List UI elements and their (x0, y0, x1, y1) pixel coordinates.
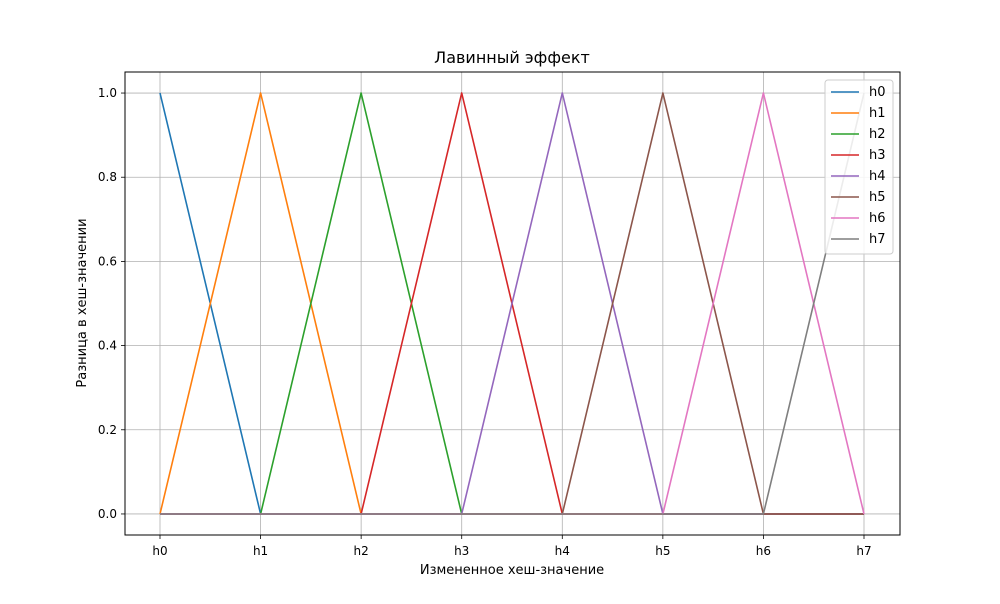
x-tick-label: h6 (756, 544, 771, 558)
y-tick-label: 0.8 (98, 170, 117, 184)
y-tick-label: 0.6 (98, 254, 117, 268)
y-tick-label: 0.4 (98, 339, 117, 353)
y-axis-label: Разница в хеш-значении (75, 218, 90, 387)
grid (125, 72, 900, 535)
y-tick-label: 0.2 (98, 423, 117, 437)
x-tick-label: h7 (856, 544, 871, 558)
legend-label: h0 (869, 85, 886, 100)
series-line-h7 (160, 92, 865, 515)
legend-box (824, 79, 894, 255)
plot-area-frame (124, 71, 901, 536)
x-axis-label: Измененное хеш-значение (420, 563, 604, 578)
series-line-h4 (160, 92, 864, 515)
x-axis-ticks: h0 h1 h2 h3 h4 h5 h6 h7 (152, 535, 872, 558)
legend-label: h1 (869, 106, 886, 121)
x-tick-label: h3 (454, 544, 469, 558)
legend-label: h6 (869, 211, 886, 226)
legend: h0 h1 h2 h3 h4 h5 h6 h7 (824, 79, 894, 255)
series-lines (159, 92, 865, 515)
x-tick-label: h0 (152, 544, 167, 558)
x-tick-label: h1 (253, 544, 268, 558)
y-tick-label: 0.0 (98, 507, 117, 521)
legend-label: h3 (869, 148, 886, 163)
x-tick-label: h5 (655, 544, 670, 558)
legend-label: h5 (869, 190, 886, 205)
legend-label: h2 (869, 127, 886, 142)
chart-title: Лавинный эффект (434, 48, 590, 67)
y-axis-ticks: 0.0 0.2 0.4 0.6 0.8 1.0 (98, 86, 125, 521)
y-tick-label: 1.0 (98, 86, 117, 100)
x-tick-label: h2 (354, 544, 369, 558)
legend-label: h4 (869, 169, 886, 184)
x-tick-label: h4 (555, 544, 570, 558)
legend-label: h7 (869, 232, 886, 247)
